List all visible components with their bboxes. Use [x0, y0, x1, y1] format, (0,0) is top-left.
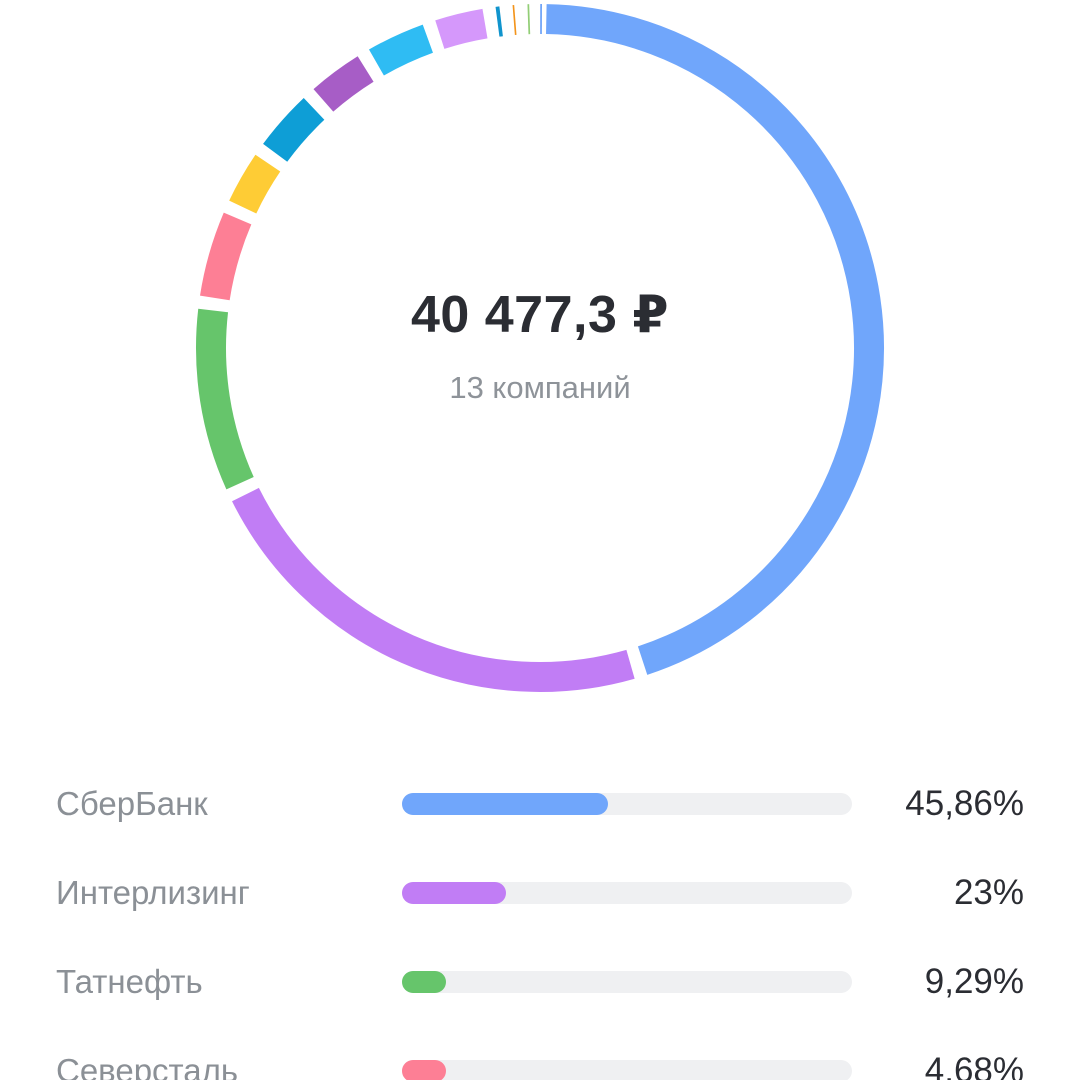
donut-slice[interactable]	[200, 212, 252, 301]
company-name: СберБанк	[56, 785, 208, 822]
company-row[interactable]: Татнефть 9,29%	[0, 936, 1080, 1025]
donut-center: 40 477,3 ₽ 13 компаний	[290, 270, 790, 416]
donut-slice[interactable]	[196, 308, 254, 490]
company-list: СберБанк 45,86% Интерлизинг 23% Татнефть 9,29…	[0, 758, 1080, 1080]
share-bar-track	[402, 882, 852, 904]
portfolio-total-value: 40 477,3 ₽	[410, 286, 670, 344]
company-row[interactable]: СберБанк 45,86%	[0, 758, 1080, 847]
company-name: Интерлизинг	[56, 874, 250, 911]
share-bar-fill	[402, 971, 446, 993]
share-bar-fill	[402, 793, 609, 815]
donut-chart-svg	[196, 4, 884, 692]
share-bar-fill	[402, 1060, 446, 1080]
donut-slice[interactable]	[313, 56, 374, 112]
donut-slice[interactable]	[232, 487, 635, 692]
company-name: Северсталь	[56, 1052, 239, 1080]
donut-chart: 40 477,3 ₽ 13 компаний	[196, 4, 884, 692]
share-bar-track	[402, 1060, 852, 1080]
company-share-percent: 23%	[953, 873, 1024, 912]
donut-slice[interactable]	[229, 154, 281, 214]
company-count: 13 компаний	[449, 370, 631, 405]
donut-slice[interactable]	[263, 97, 325, 162]
share-bar-track	[402, 971, 852, 993]
company-share-percent: 9,29%	[924, 962, 1024, 1001]
company-name: Татнефть	[56, 963, 203, 1000]
share-bar-fill	[402, 882, 506, 904]
company-row[interactable]: Интерлизинг 23%	[0, 847, 1080, 936]
share-bar-track	[402, 793, 852, 815]
donut-slice[interactable]	[546, 4, 884, 675]
donut-slice[interactable]	[435, 8, 488, 49]
company-share-percent: 4,68%	[924, 1051, 1024, 1080]
company-row[interactable]: Северсталь 4,68%	[0, 1025, 1080, 1080]
company-share-percent: 45,86%	[905, 784, 1024, 823]
donut-slice[interactable]	[368, 24, 434, 76]
